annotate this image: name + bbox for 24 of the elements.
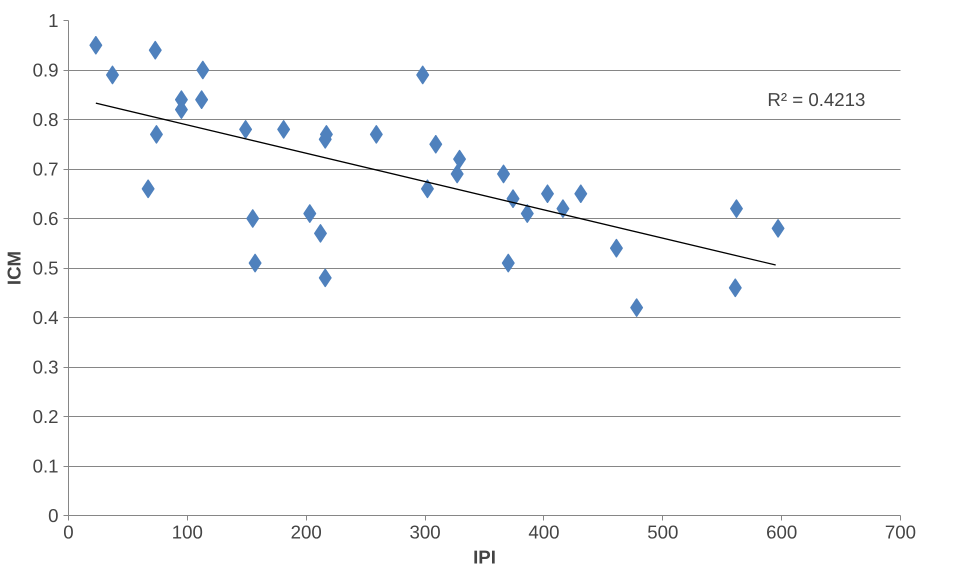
y-tick-label: 0.6 <box>32 208 59 229</box>
point <box>196 60 210 80</box>
y-tick-label: 0 <box>48 505 59 526</box>
y-tick-label: 0.8 <box>32 109 59 130</box>
x-axis-title: IPI <box>473 546 496 568</box>
x-tick-label: 600 <box>766 522 798 542</box>
y-tick-label: 0.9 <box>32 60 59 80</box>
x-tick-label: 300 <box>410 522 441 542</box>
y-axis-title: ICM <box>4 250 25 286</box>
y-tick-label: 0.2 <box>32 406 59 427</box>
x-tick-label: 200 <box>290 522 322 542</box>
y-tick-label: 0.5 <box>32 258 59 278</box>
annotation: R² = 0.4213 <box>767 89 866 110</box>
x-tick-label: 500 <box>647 522 678 542</box>
x-tick-label: 400 <box>528 522 560 542</box>
x-tick-label: 0 <box>63 522 74 542</box>
y-tick-label: 0.7 <box>32 158 59 180</box>
x-tick-label: 700 <box>884 522 916 542</box>
y-tick-label: 0.4 <box>32 307 59 328</box>
point <box>246 209 260 228</box>
y-tick-label: 0.1 <box>32 456 59 476</box>
y-tick-label: 1 <box>48 10 59 31</box>
x-tick-label: 100 <box>172 522 203 542</box>
y-tick-label: 0.3 <box>32 356 59 378</box>
